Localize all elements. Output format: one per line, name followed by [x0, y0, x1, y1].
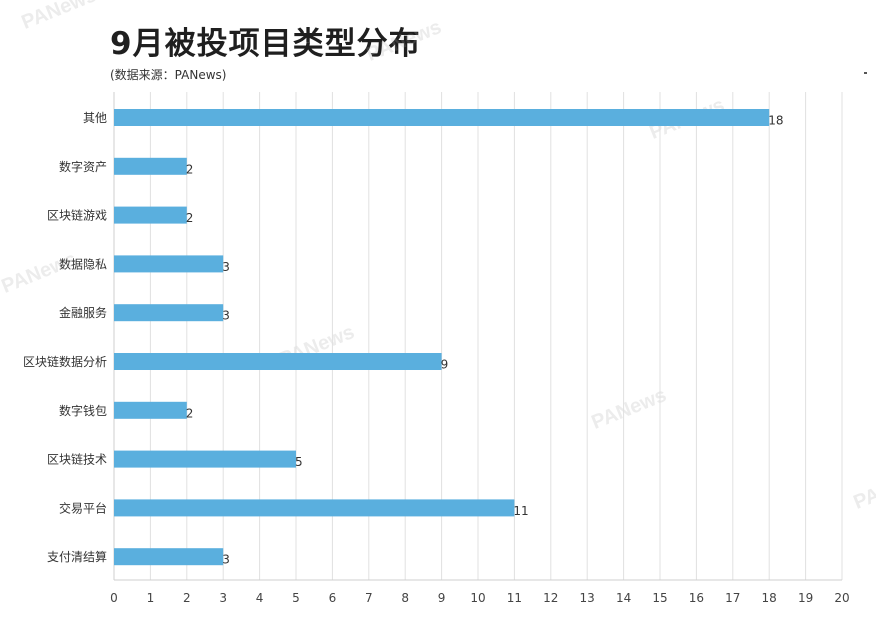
category-label: 金融服务 [59, 305, 107, 320]
x-axis-ticks: 0 1 2 3 4 5 6 7 8 9 10 11 12 13 14 15 16 17 18 19 20 [110, 591, 849, 605]
x-tick-label: 12 [543, 591, 558, 605]
bar-value-label: 3 [222, 260, 230, 274]
bar [114, 450, 296, 468]
chart-title: 9月被投项目类型分布 [110, 26, 421, 62]
x-tick-label: 1 [147, 591, 155, 605]
bar-value-label: 18 [768, 114, 783, 128]
x-tick-label: 6 [329, 591, 337, 605]
x-tick-label: 7 [365, 591, 373, 605]
bar [114, 206, 187, 224]
category-label: 区块链游戏 [47, 208, 107, 223]
x-tick-label: 14 [616, 591, 631, 605]
bar-value-label: 2 [186, 162, 194, 176]
bar-value-label: 2 [186, 211, 194, 225]
x-tick-label: 17 [725, 591, 740, 605]
x-tick-label: 2 [183, 591, 191, 605]
x-tick-label: 18 [762, 591, 777, 605]
bar [114, 401, 187, 419]
category-labels: 其他数字资产区块链游戏数据隐私金融服务区块链数据分析数字钱包区块链技术交易平台支… [23, 111, 107, 564]
x-tick-label: 10 [470, 591, 485, 605]
bar [114, 499, 515, 517]
x-tick-label: 5 [292, 591, 300, 605]
chart-subtitle: (数据来源：PANews) [110, 68, 227, 82]
x-tick-label: 3 [219, 591, 227, 605]
x-tick-label: 9 [438, 591, 446, 605]
bar-value-label: 3 [222, 309, 230, 323]
x-tick-label: 4 [256, 591, 264, 605]
x-tick-label: 13 [580, 591, 595, 605]
bars: 18 2 2 3 3 9 2 5 11 3 [114, 109, 783, 567]
x-tick-label: 0 [110, 591, 118, 605]
bar [114, 548, 224, 566]
bar-value-label: 11 [513, 504, 528, 518]
category-label: 数字资产 [59, 159, 107, 174]
bar [114, 255, 224, 273]
category-label: 数据隐私 [59, 256, 107, 271]
x-tick-label: 19 [798, 591, 813, 605]
bar [114, 109, 770, 126]
bar-value-label: 9 [441, 358, 449, 372]
bar-value-label: 5 [295, 455, 303, 469]
x-tick-label: 20 [834, 591, 849, 605]
bar [114, 304, 224, 322]
category-label: 区块链数据分析 [23, 354, 107, 369]
category-label: 支付清结算 [47, 549, 107, 564]
bar [114, 353, 442, 370]
x-tick-label: 15 [652, 591, 667, 605]
category-label: 其他 [83, 111, 107, 125]
corner-mark [864, 72, 867, 74]
x-tick-label: 16 [689, 591, 704, 605]
bar-value-label: 2 [186, 406, 194, 420]
category-label: 数字钱包 [59, 403, 107, 418]
bar [114, 157, 187, 175]
category-label: 交易平台 [59, 500, 107, 515]
x-tick-label: 11 [507, 591, 522, 605]
x-tick-label: 8 [401, 591, 409, 605]
category-label: 区块链技术 [47, 452, 107, 467]
bar-value-label: 3 [222, 553, 230, 567]
